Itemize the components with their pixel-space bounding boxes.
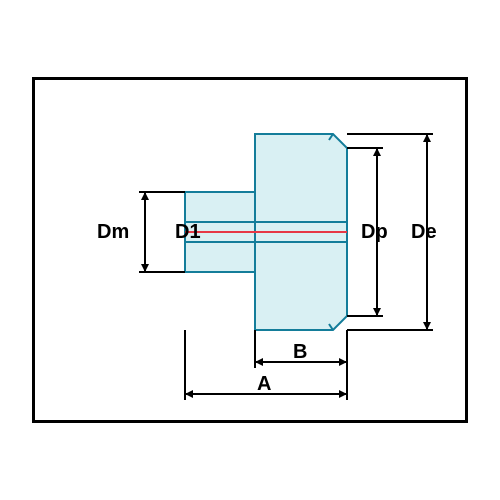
dim-label-Dm: Dm bbox=[97, 221, 129, 243]
dim-label-A: A bbox=[257, 373, 271, 395]
dim-label-B: B bbox=[293, 341, 307, 363]
sprocket-diagram: Dm D1 Dp De BA bbox=[35, 80, 459, 414]
diagram-frame: Dm D1 Dp De BA bbox=[32, 77, 468, 423]
dim-label-Dp: Dp bbox=[361, 221, 388, 243]
dim-label-D1: D1 bbox=[175, 221, 201, 243]
dim-label-De: De bbox=[411, 221, 437, 243]
